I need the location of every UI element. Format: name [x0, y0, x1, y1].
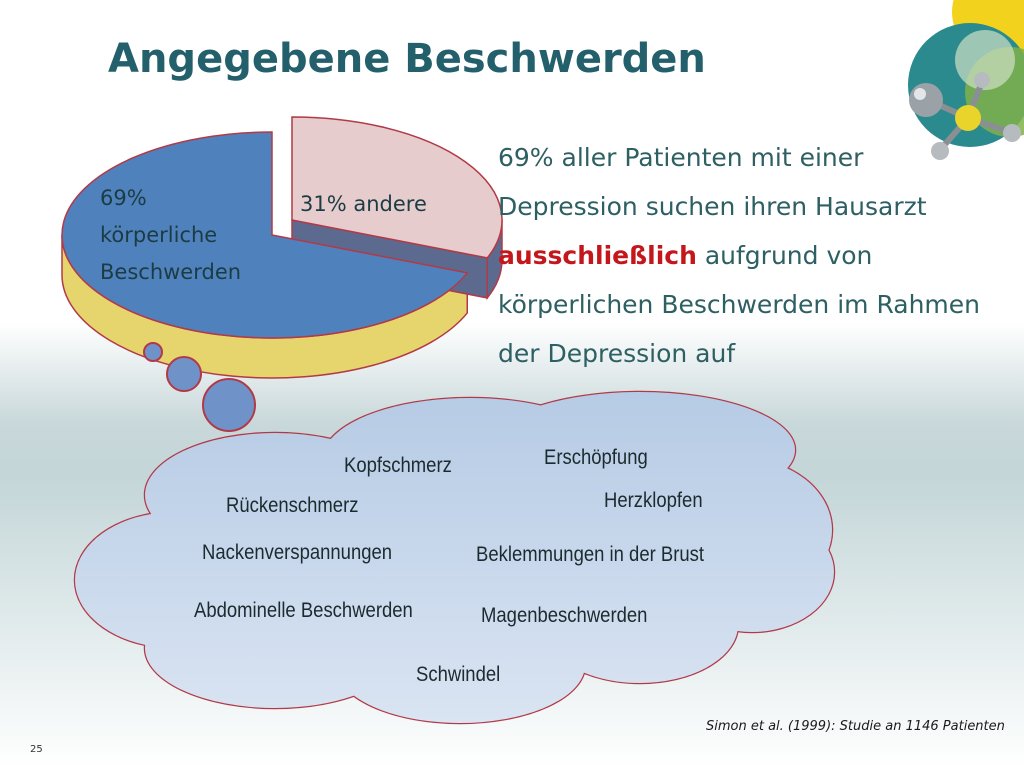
symptom-item: Abdominelle Beschwerden — [194, 599, 413, 622]
symptom-item: Kopfschmerz — [344, 454, 452, 477]
symptom-item: Magenbeschwerden — [481, 604, 648, 627]
symptom-item: Nackenverspannungen — [202, 541, 393, 564]
symptom-item: Rückenschmerz — [226, 494, 359, 517]
slice-label-andere: 31% andere — [300, 192, 427, 216]
statement-text: 69% aller Patienten mit einer Depression… — [498, 133, 1008, 378]
pie-chart — [61, 116, 503, 379]
statement-after: aufgrund von körperlichen Beschwerden im… — [498, 241, 981, 368]
slide-title: Angegebene Beschwerden — [108, 36, 706, 82]
page-number: 25 — [30, 744, 43, 755]
symptom-item: Erschöpfung — [544, 446, 648, 469]
slice-label-koerperliche: 69% körperliche Beschwerden — [100, 186, 242, 284]
pie-slice-koerperliche — [61, 131, 469, 339]
statement-emphasis: ausschließlich — [498, 241, 697, 270]
statement-before: 69% aller Patienten mit einer Depression… — [498, 143, 927, 221]
symptom-item: Beklemmungen in der Brust — [476, 543, 705, 566]
symptom-item: Herzklopfen — [604, 489, 703, 512]
pie-slice-andere — [291, 116, 503, 259]
symptom-item: Schwindel — [416, 663, 501, 686]
citation: Simon et al. (1999): Studie an 1146 Pati… — [706, 719, 1005, 734]
